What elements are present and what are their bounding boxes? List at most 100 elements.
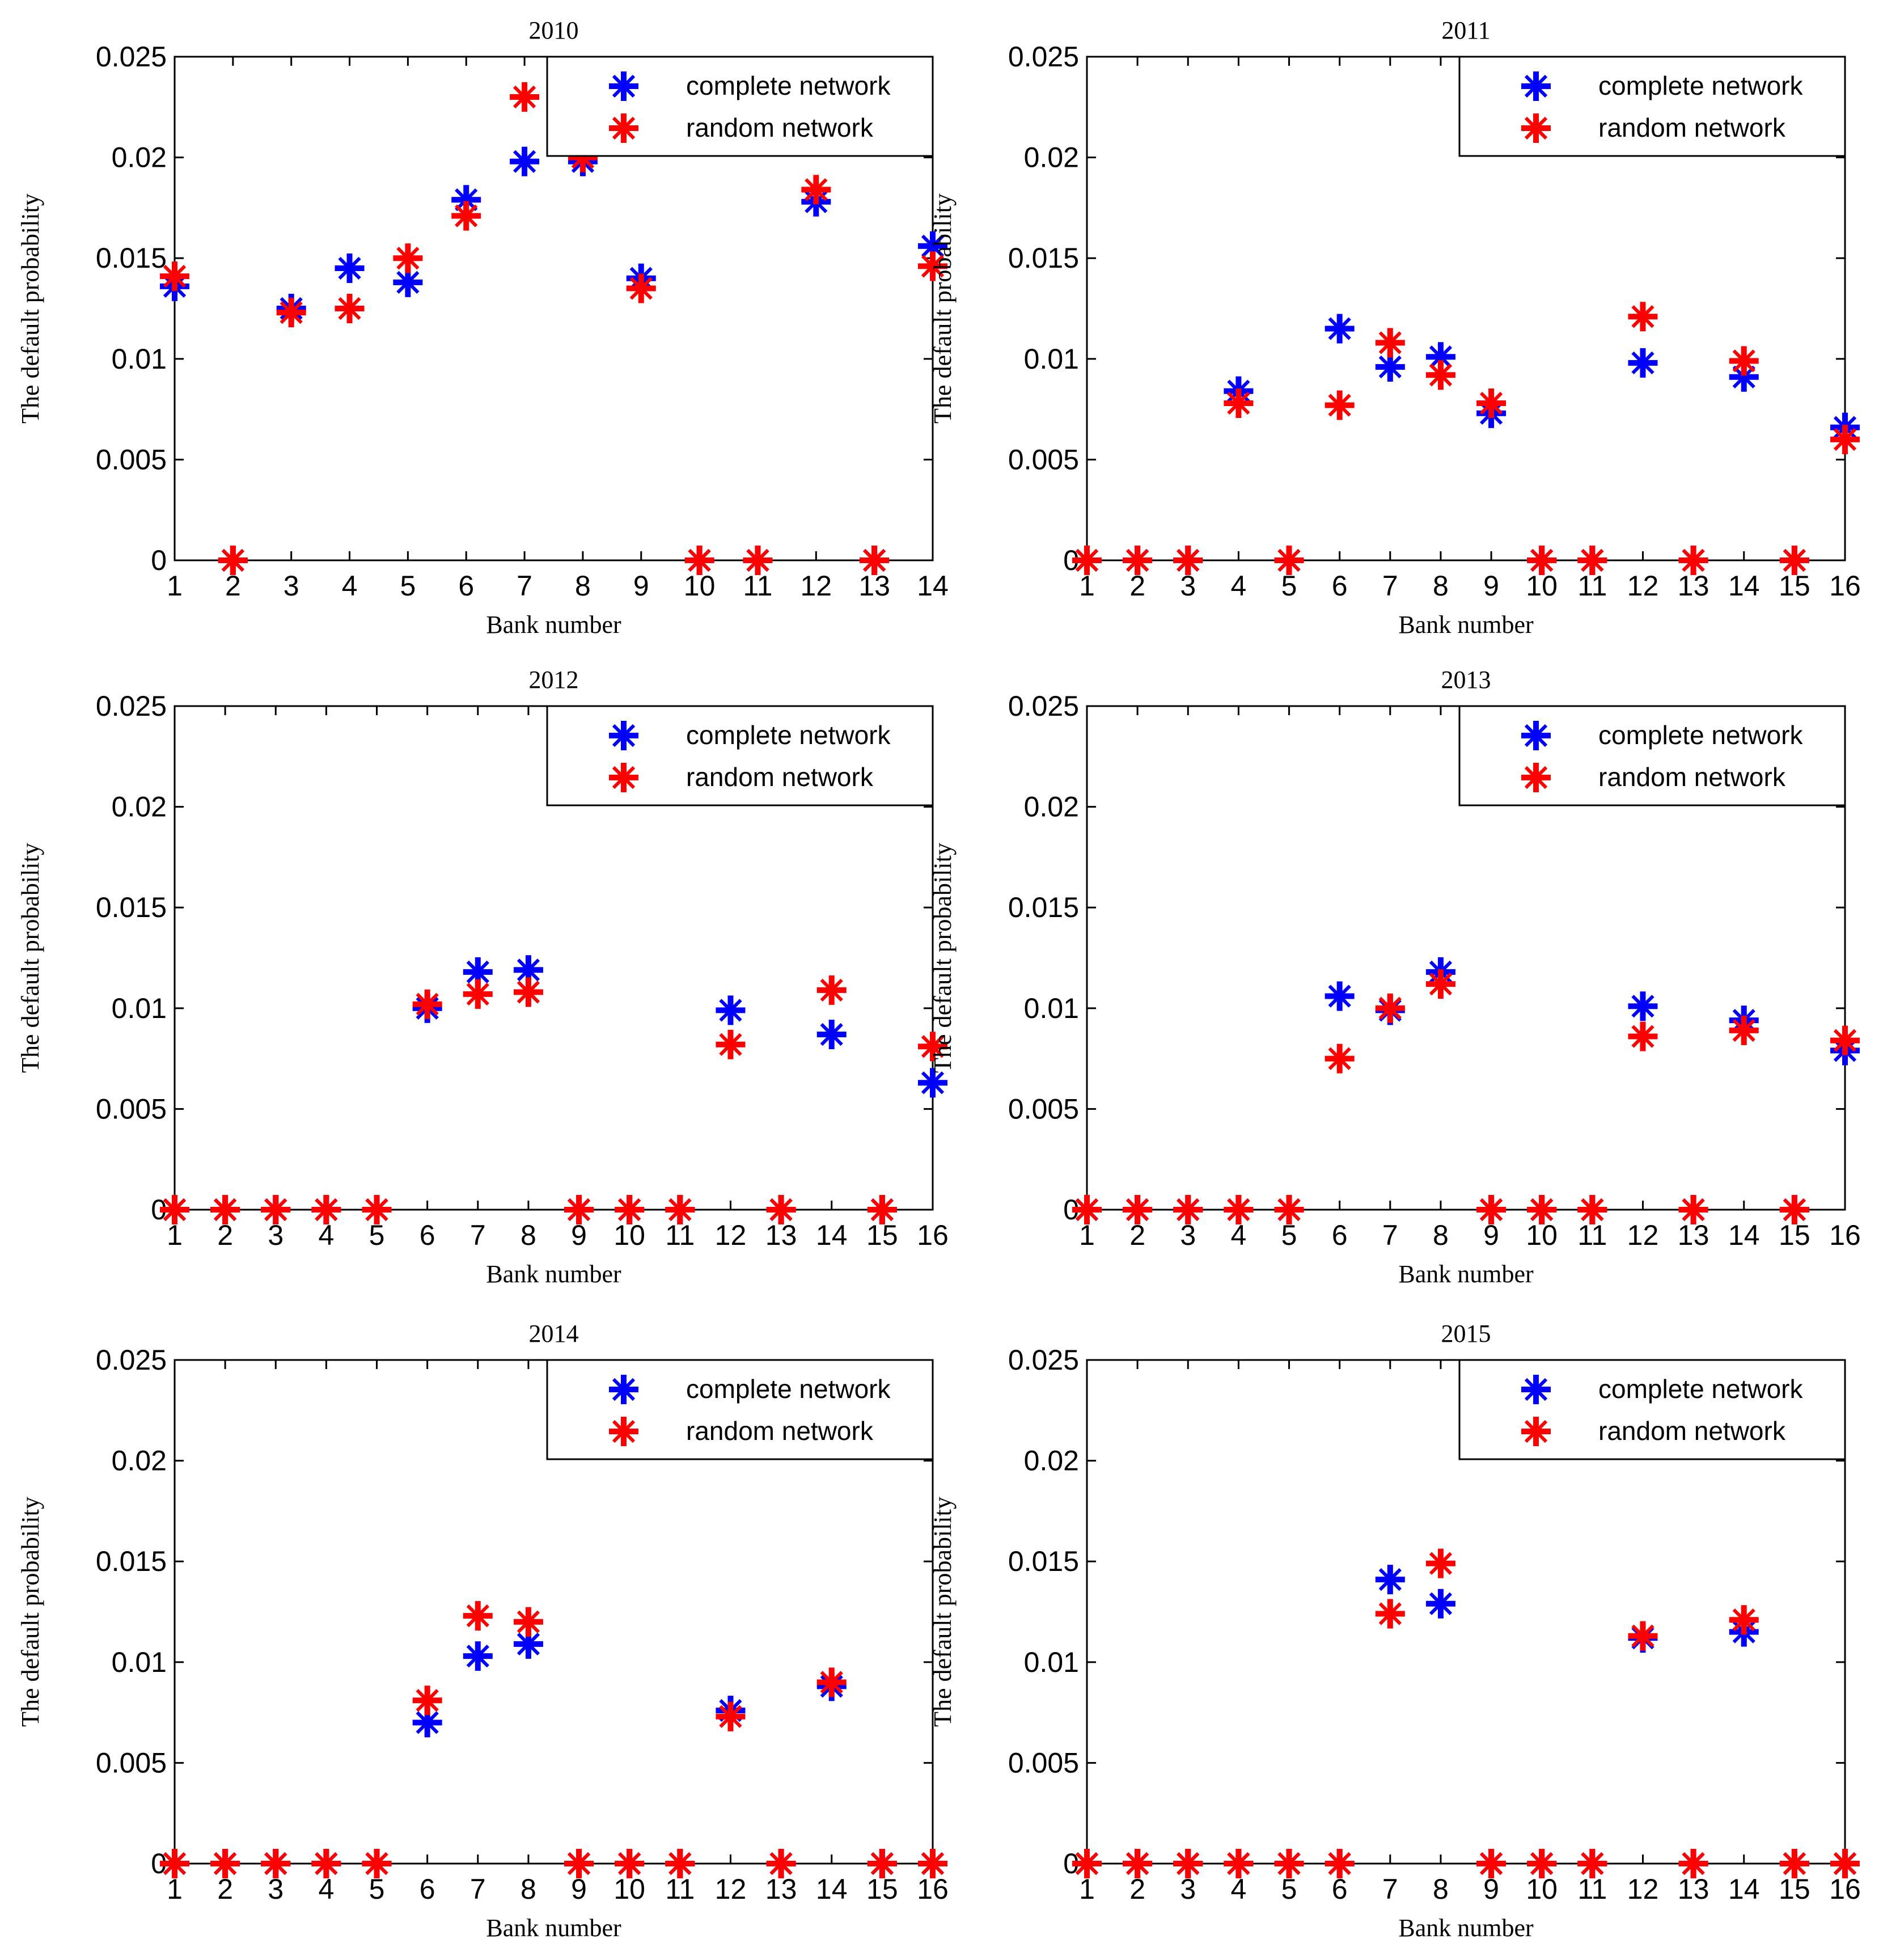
data-point (463, 979, 493, 1009)
data-point (1375, 352, 1405, 382)
data-point (801, 175, 831, 205)
marker-stroke (264, 1198, 287, 1222)
data-point (1425, 969, 1455, 999)
x-tick-label: 8 (1433, 570, 1449, 602)
y-axis-title: The default probability (929, 1497, 957, 1727)
marker-stroke (1581, 1852, 1604, 1875)
data-point (311, 1195, 341, 1224)
marker-stroke (1732, 1019, 1755, 1042)
data-point (1577, 1195, 1607, 1224)
marker-stroke (1177, 1198, 1200, 1222)
data-point (1425, 1548, 1455, 1578)
y-axis-title: The default probability (929, 843, 957, 1073)
data-point (160, 1195, 189, 1224)
x-tick-label: 9 (1483, 1873, 1499, 1905)
marker-stroke (1328, 985, 1351, 1008)
data-point (1678, 1195, 1708, 1224)
data-point (816, 1667, 847, 1697)
x-tick-label: 12 (800, 570, 832, 602)
x-tick-label: 1 (1079, 1873, 1095, 1905)
marker-stroke (612, 116, 636, 140)
data-point (210, 1849, 240, 1878)
marker-stroke (455, 204, 478, 227)
x-tick-label: 5 (1281, 1873, 1297, 1905)
x-tick-label: 4 (1230, 1873, 1246, 1905)
legend: complete network random network (546, 705, 934, 806)
x-tick-label: 9 (1483, 1219, 1499, 1251)
legend-label: complete network (686, 720, 891, 750)
data-point (1577, 1849, 1607, 1878)
data-point (1375, 993, 1405, 1023)
marker-stroke (1732, 349, 1755, 373)
x-tick-label: 5 (400, 570, 416, 602)
marker-stroke (163, 1198, 187, 1222)
x-tick-label: 10 (613, 1873, 645, 1905)
data-point (276, 298, 306, 328)
marker-stroke (513, 150, 536, 173)
legend-marker (1521, 71, 1551, 101)
marker-stroke (921, 1852, 945, 1875)
data-point (918, 1032, 947, 1062)
data-point (716, 995, 746, 1025)
marker-stroke (1530, 1852, 1554, 1875)
x-tick-label: 11 (1577, 570, 1607, 602)
marker-stroke (688, 548, 711, 572)
marker-stroke (1581, 548, 1604, 572)
x-tick-label: 4 (318, 1873, 334, 1905)
marker-stroke (719, 1705, 742, 1728)
y-tick-label: 0.025 (96, 1344, 167, 1376)
marker-stroke (1631, 1624, 1654, 1648)
data-point (1476, 1849, 1507, 1878)
y-tick-label: 0.01 (112, 992, 167, 1024)
data-point (1779, 546, 1809, 575)
y-tick-label: 0.005 (1008, 1747, 1079, 1779)
legend-label: random network (686, 113, 874, 142)
data-point (1325, 390, 1355, 420)
marker-stroke (1524, 1420, 1548, 1443)
data-point (1729, 1015, 1759, 1045)
data-point (463, 1601, 493, 1631)
x-tick-label: 12 (715, 1873, 747, 1905)
marker-stroke (1783, 1198, 1806, 1222)
y-tick-label: 0.025 (96, 41, 167, 73)
marker-stroke (214, 1852, 237, 1875)
data-point (766, 1195, 796, 1224)
legend-marker (609, 763, 638, 792)
x-tick-label: 11 (665, 1873, 695, 1905)
data-point (1375, 328, 1405, 358)
marker-stroke (870, 1198, 894, 1222)
y-tick-label: 0.015 (96, 242, 167, 274)
legend-box (546, 56, 934, 157)
y-axis-title: The default probability (16, 1497, 44, 1727)
marker-stroke (863, 548, 886, 572)
marker-stroke (163, 1852, 187, 1875)
marker-stroke (1833, 428, 1857, 451)
x-tick-label: 2 (1129, 1219, 1145, 1251)
marker-stroke (1833, 1029, 1857, 1052)
marker-stroke (416, 1711, 439, 1734)
data-point (412, 989, 442, 1019)
marker-stroke (214, 1198, 237, 1222)
x-tick-label: 10 (1526, 570, 1558, 602)
marker-stroke (1524, 724, 1548, 747)
marker-stroke (396, 247, 420, 270)
legend: complete network random network (1458, 56, 1846, 157)
x-tick-label: 10 (1526, 1219, 1558, 1251)
y-tick-label: 0.02 (1024, 791, 1079, 823)
legend-box (1458, 56, 1846, 157)
marker-stroke (1075, 1198, 1099, 1222)
data-point (1628, 1021, 1658, 1051)
legend-marker (1521, 721, 1551, 750)
x-tick-label: 10 (613, 1219, 645, 1251)
data-point (1729, 346, 1759, 376)
marker-stroke (1277, 548, 1301, 572)
marker-stroke (1682, 548, 1705, 572)
marker-stroke (612, 1420, 636, 1443)
marker-stroke (1783, 1852, 1806, 1875)
data-point (1123, 1849, 1153, 1878)
y-tick-label: 0.01 (1024, 343, 1079, 375)
x-tick-label: 4 (318, 1219, 334, 1251)
data-point (816, 975, 847, 1005)
marker-stroke (612, 74, 636, 98)
